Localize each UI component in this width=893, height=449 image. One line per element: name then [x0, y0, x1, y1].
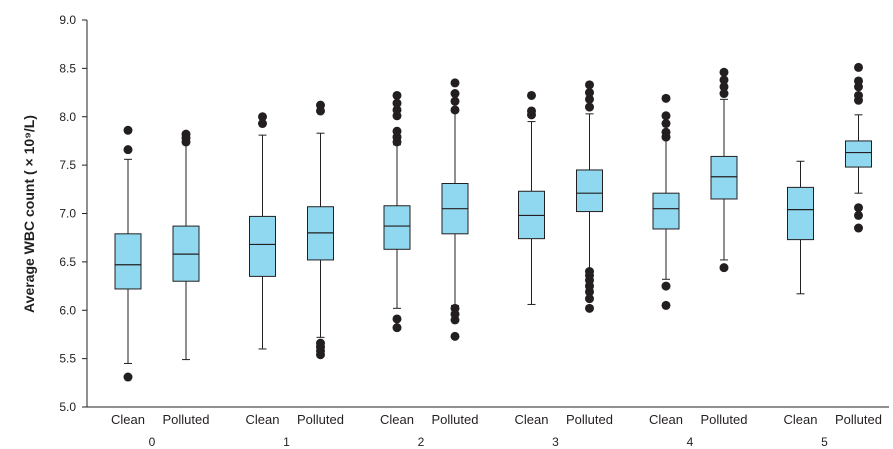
outlier-point: [661, 111, 671, 121]
outlier-point: [392, 105, 402, 115]
outlier-point: [392, 323, 402, 333]
outlier-point: [316, 100, 325, 110]
outlier-point: [585, 102, 594, 112]
outlier-point: [258, 112, 267, 122]
outlier-point: [661, 93, 671, 103]
outlier-point: [181, 129, 191, 139]
y-tick-label: 7.0: [59, 207, 76, 221]
y-axis-title: Average WBC count ( × 10⁹/L): [21, 115, 37, 313]
iqr-box: [652, 192, 680, 230]
x-category-label: Clean: [380, 412, 414, 427]
y-tick-label: 5.0: [59, 400, 76, 414]
outlier-point: [450, 96, 460, 106]
x-category-label: Clean: [515, 412, 549, 427]
y-tick-label: 9.0: [59, 13, 76, 27]
x-category-label: Polluted: [835, 412, 882, 427]
outlier-point: [527, 90, 536, 100]
outlier-point: [450, 303, 460, 313]
box-0-polluted: [172, 129, 200, 361]
outlier-point: [585, 80, 594, 90]
x-group-label: 3: [552, 435, 559, 449]
box-4-polluted: [710, 67, 738, 273]
outlier-point: [585, 303, 594, 313]
y-tick-label: 8.5: [59, 61, 76, 75]
outlier-point: [719, 67, 729, 77]
x-category-label: Polluted: [432, 412, 479, 427]
x-group-label: 5: [821, 435, 828, 449]
x-category-label: Clean: [784, 412, 818, 427]
outlier-point: [258, 119, 267, 129]
iqr-box: [845, 140, 872, 168]
outlier-point: [392, 126, 402, 136]
outlier-point: [854, 90, 863, 100]
y-tick-label: 5.5: [59, 352, 76, 366]
outlier-point: [585, 294, 594, 304]
x-group-label: 2: [418, 435, 425, 449]
outlier-point: [661, 300, 671, 310]
box-4-clean: [652, 93, 680, 310]
outlier-point: [719, 89, 729, 99]
iqr-box: [114, 233, 142, 290]
iqr-box: [710, 155, 738, 200]
outlier-point: [661, 127, 671, 137]
outlier-point: [450, 78, 460, 88]
box-0-clean: [114, 125, 142, 382]
iqr-box: [249, 215, 276, 277]
box-5-clean: [787, 160, 814, 295]
y-tick-label: 6.5: [59, 255, 76, 269]
y-axis: 5.0 5.5 6.0 6.5 7.0 7.5 8.0 8.5 9.0: [59, 13, 88, 414]
outlier-point: [661, 281, 671, 291]
outlier-point: [450, 105, 460, 115]
x-axis: Clean Polluted Clean Polluted Clean Polluted C…: [87, 406, 889, 449]
outlier-point: [123, 145, 133, 155]
x-group-label: 4: [687, 435, 694, 449]
box-2-clean: [383, 90, 411, 333]
outlier-point: [854, 76, 863, 86]
outlier-point: [719, 263, 729, 273]
outlier-point: [450, 331, 460, 341]
x-group-label: 1: [283, 435, 290, 449]
iqr-box: [383, 205, 411, 250]
outlier-point: [854, 203, 863, 213]
y-tick-label: 8.0: [59, 110, 76, 124]
box-5-polluted: [845, 62, 872, 233]
x-category-label: Polluted: [566, 412, 613, 427]
outlier-point: [392, 314, 402, 324]
x-category-label: Clean: [111, 412, 145, 427]
outlier-point: [123, 372, 133, 382]
x-group-label: 0: [149, 435, 156, 449]
iqr-box: [787, 186, 814, 241]
outlier-point: [661, 119, 671, 129]
outlier-point: [854, 210, 863, 220]
outlier-point: [719, 82, 729, 92]
box-3-clean: [518, 90, 545, 305]
y-tick-label: 7.5: [59, 158, 76, 172]
outlier-point: [854, 223, 863, 233]
box-series: [114, 62, 872, 382]
outlier-point: [527, 106, 536, 116]
box-1-polluted: [307, 100, 334, 360]
y-tick-label: 6.0: [59, 303, 76, 317]
x-category-label: Clean: [649, 412, 683, 427]
x-category-label: Polluted: [163, 412, 210, 427]
x-category-label: Polluted: [701, 412, 748, 427]
outlier-point: [854, 62, 863, 72]
outlier-point: [585, 94, 594, 104]
outlier-point: [392, 90, 402, 100]
outlier-point: [123, 125, 133, 135]
box-3-polluted: [576, 80, 603, 313]
box-2-polluted: [441, 78, 469, 341]
x-category-label: Clean: [246, 412, 280, 427]
box-1-clean: [249, 112, 276, 350]
outlier-point: [585, 267, 594, 277]
outlier-point: [316, 338, 325, 348]
outlier-point: [450, 89, 460, 99]
outlier-point: [392, 98, 402, 108]
outlier-point: [585, 88, 594, 98]
outlier-point: [719, 75, 729, 85]
x-category-label: Polluted: [297, 412, 344, 427]
iqr-box: [576, 169, 603, 213]
